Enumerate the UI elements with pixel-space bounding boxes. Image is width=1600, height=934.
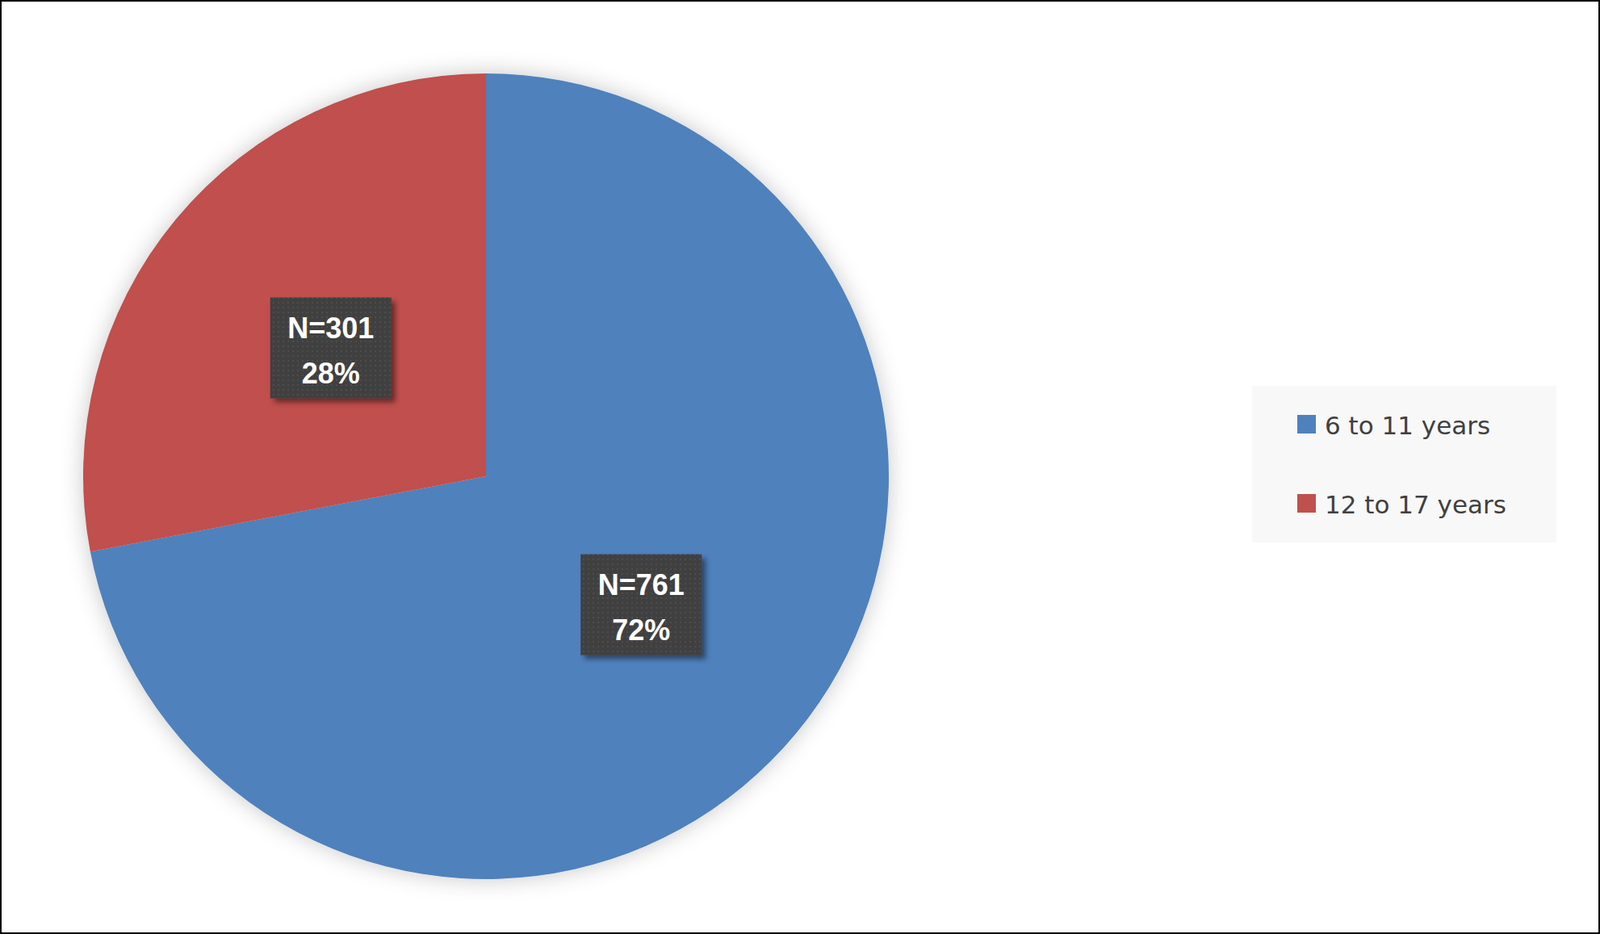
legend-swatch [1297,414,1316,434]
label-box [580,554,702,656]
frame [0,0,1600,934]
label-box [270,297,392,398]
legend-label: 12 to 17 years [1324,490,1507,520]
data-label: N=301 28% [270,297,392,398]
pie [83,73,889,880]
chart-svg: N=761 72% N=301 28% 6 to 11 years 12 to 17 ye… [0,0,1600,934]
label-count: N=761 [598,568,685,602]
label-percent: 28% [301,356,361,390]
chart-container: {"chart_data": {"type": "pie", "categori… [0,0,1600,934]
legend-swatch [1297,494,1316,513]
legend: 6 to 11 years 12 to 17 years [1252,385,1557,543]
label-percent: 72% [611,613,671,647]
label-count: N=301 [287,311,374,345]
pie-slice [83,73,486,553]
data-label: N=761 72% [580,554,702,656]
data-labels: N=761 72% N=301 28% [270,297,702,655]
legend-label: 6 to 11 years [1324,410,1491,440]
legend-box [1252,385,1557,543]
